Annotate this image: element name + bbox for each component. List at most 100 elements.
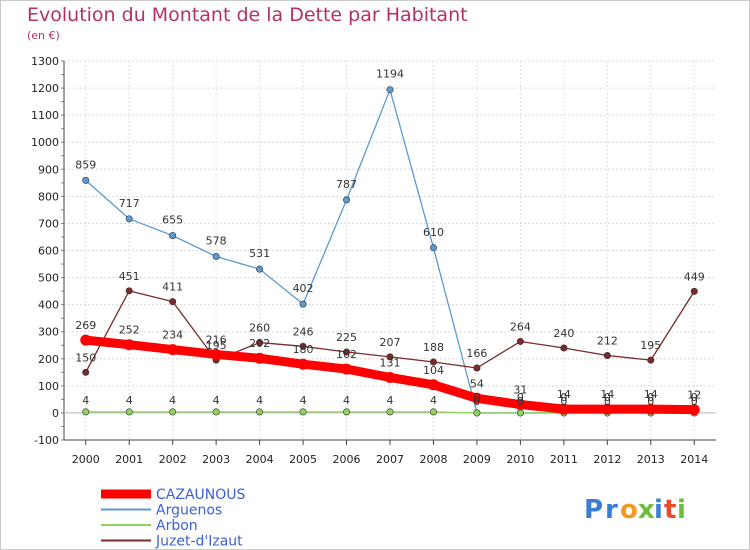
data-label: 4 xyxy=(300,394,307,407)
y-tick-label: 1200 xyxy=(31,82,59,95)
legend-label: CAZAUNOUS xyxy=(156,487,246,503)
data-label: 0 xyxy=(604,395,611,408)
data-point xyxy=(299,408,307,416)
data-point xyxy=(169,232,177,240)
data-point xyxy=(343,196,351,204)
x-tick-label: 2004 xyxy=(246,453,274,466)
data-label: 260 xyxy=(249,322,270,335)
data-point xyxy=(341,363,353,375)
x-tick-label: 2002 xyxy=(159,453,187,466)
data-point xyxy=(384,371,396,383)
data-label: 0 xyxy=(647,395,654,408)
logo-letter: o xyxy=(620,495,638,525)
data-point xyxy=(167,344,179,356)
data-label: 131 xyxy=(380,356,401,369)
y-tick-label: 400 xyxy=(38,299,59,312)
data-point xyxy=(473,364,481,372)
data-point xyxy=(125,215,133,223)
data-label: 0 xyxy=(560,395,567,408)
data-point xyxy=(429,408,437,416)
logo-letter: x xyxy=(638,495,655,525)
data-point xyxy=(254,352,266,364)
y-tick-label: 300 xyxy=(38,326,59,339)
data-point xyxy=(125,408,133,416)
data-label: 0 xyxy=(647,391,654,404)
data-point xyxy=(82,176,90,184)
data-label: 14 xyxy=(557,388,571,401)
y-tick-label: 800 xyxy=(38,190,59,203)
chart-unit: (en €) xyxy=(27,29,60,42)
data-point xyxy=(516,409,524,417)
x-tick-label: 2009 xyxy=(463,453,491,466)
data-point xyxy=(473,409,481,417)
data-label: 4 xyxy=(126,394,133,407)
data-label: 411 xyxy=(162,281,183,294)
x-tick-label: 2001 xyxy=(115,453,143,466)
data-point xyxy=(386,86,394,94)
data-label: 0 xyxy=(473,395,480,408)
data-point xyxy=(514,399,526,411)
y-tick-label: 0 xyxy=(52,407,59,420)
data-point xyxy=(690,287,698,295)
y-tick-label: 500 xyxy=(38,272,59,285)
data-point xyxy=(256,339,264,347)
data-label: 246 xyxy=(293,325,314,338)
y-tick-label: 100 xyxy=(38,380,59,393)
data-label: 166 xyxy=(466,347,487,360)
data-point xyxy=(212,408,220,416)
data-label: 4 xyxy=(256,394,263,407)
y-tick-label: 600 xyxy=(38,245,59,258)
data-label: 4 xyxy=(387,394,394,407)
data-label: 212 xyxy=(597,335,618,348)
data-label: 1194 xyxy=(376,68,404,81)
data-point xyxy=(212,252,220,260)
data-point xyxy=(343,408,351,416)
data-label: 150 xyxy=(75,351,96,364)
logo-letter: P xyxy=(584,495,603,525)
data-point xyxy=(169,298,177,306)
data-label: 180 xyxy=(293,343,314,356)
data-point xyxy=(558,403,570,415)
data-label: 162 xyxy=(336,348,357,361)
data-label: 0 xyxy=(604,391,611,404)
data-label: 31 xyxy=(513,384,527,397)
series-group xyxy=(80,86,700,417)
data-point xyxy=(647,356,655,364)
y-tick-label: -100 xyxy=(34,434,59,447)
legend-label: Juzet-d'Izaut xyxy=(155,534,243,550)
data-point xyxy=(560,344,568,352)
y-tick-label: 900 xyxy=(38,163,59,176)
data-point xyxy=(169,408,177,416)
axes: -100010020030040050060070080090010001100… xyxy=(31,55,716,466)
y-tick-label: 700 xyxy=(38,217,59,230)
data-label: 216 xyxy=(206,333,227,346)
data-point xyxy=(210,348,222,360)
data-label: 610 xyxy=(423,226,444,239)
data-label: 0 xyxy=(517,391,524,404)
logo-letter: t xyxy=(664,495,676,525)
data-label: 0 xyxy=(560,391,567,404)
data-label: 4 xyxy=(169,394,176,407)
data-point xyxy=(429,358,437,366)
data-point xyxy=(429,244,437,252)
data-label: 4 xyxy=(213,394,220,407)
data-label: 264 xyxy=(510,320,531,333)
data-label: 0 xyxy=(517,395,524,408)
x-tick-label: 2011 xyxy=(550,453,578,466)
data-label: 402 xyxy=(293,282,314,295)
data-label: 655 xyxy=(162,214,183,227)
data-point xyxy=(603,352,611,360)
data-label: 104 xyxy=(423,364,444,377)
data-label: 195 xyxy=(206,339,227,352)
data-label: 4 xyxy=(82,394,89,407)
data-point xyxy=(297,358,309,370)
data-label: 202 xyxy=(249,337,270,350)
x-tick-label: 2008 xyxy=(419,453,447,466)
y-tick-label: 1100 xyxy=(31,109,59,122)
grid-lines xyxy=(64,60,716,441)
